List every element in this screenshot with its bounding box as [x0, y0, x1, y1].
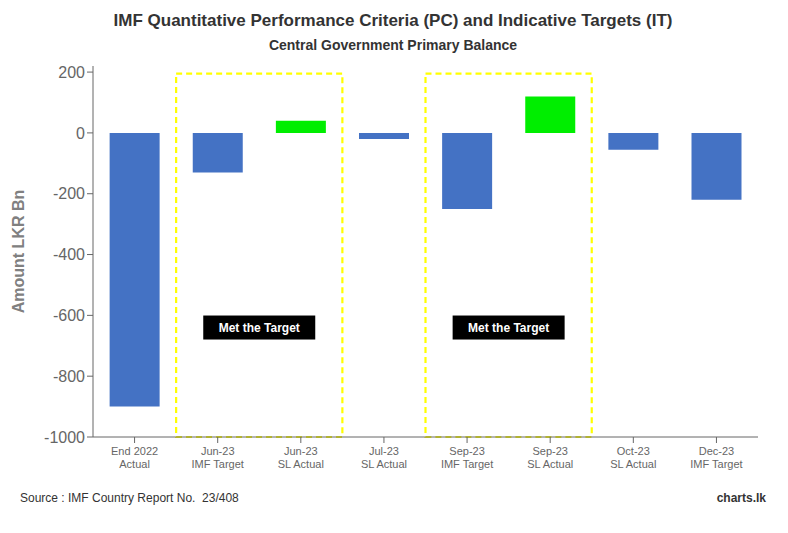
- svg-text:Sep-23IMF Target: Sep-23IMF Target: [441, 445, 493, 470]
- svg-text:Dec-23IMF Target: Dec-23IMF Target: [690, 445, 742, 470]
- svg-text:-400: -400: [53, 246, 85, 263]
- svg-text:200: 200: [58, 64, 85, 81]
- svg-text:-600: -600: [53, 307, 85, 324]
- svg-text:-200: -200: [53, 185, 85, 202]
- svg-text:-1000: -1000: [44, 429, 85, 446]
- html-text:IMF Quantitative Performance C: IMF Quantitative Performance Criteria (P…: [113, 11, 673, 30]
- svg-text:-800: -800: [53, 368, 85, 385]
- svg-text:Amount LKR Bn: Amount LKR Bn: [10, 190, 27, 314]
- svg-text:Sep-23SL Actual: Sep-23SL Actual: [527, 445, 573, 470]
- html-text:Central Government Primary Bal: Central Government Primary Balance: [268, 37, 518, 53]
- svg-text:Jun-23SL Actual: Jun-23SL Actual: [278, 445, 324, 470]
- svg-text:Jun-23IMF Target: Jun-23IMF Target: [192, 445, 244, 470]
- svg-text:Oct-23SL Actual: Oct-23SL Actual: [610, 445, 656, 470]
- svg-text:0: 0: [76, 125, 85, 142]
- svg-text:End 2022Actual: End 2022Actual: [111, 445, 158, 470]
- svg-text:Met the Target: Met the Target: [219, 321, 300, 335]
- html-text:Source : IMF Country Report No: Source : IMF Country Report No. 23/408: [20, 491, 239, 505]
- svg-text:Met the Target: Met the Target: [468, 321, 549, 335]
- html-text:charts.lk: charts.lk: [716, 491, 766, 505]
- svg-text:Jul-23SL Actual: Jul-23SL Actual: [361, 445, 407, 470]
